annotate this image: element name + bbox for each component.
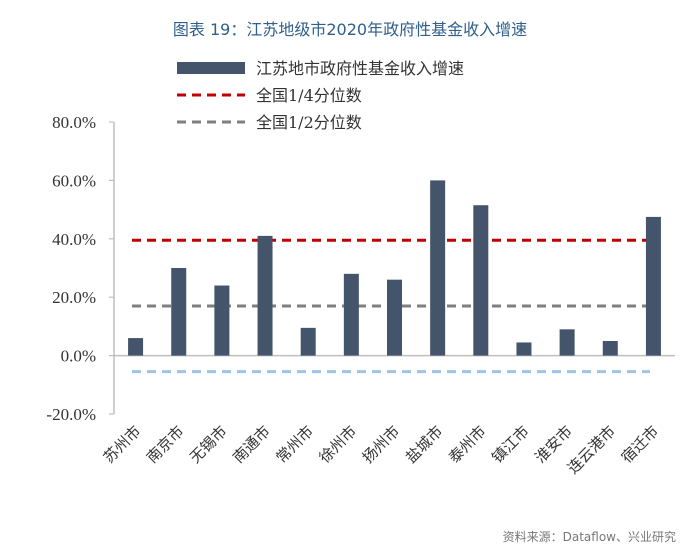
bar: [300, 327, 316, 356]
y-tick-label: 20.0%: [52, 288, 96, 307]
bar: [128, 338, 144, 356]
chart-title: 图表 19：江苏地级市2020年政府性基金收入增速: [172, 20, 528, 39]
bar: [430, 180, 446, 356]
bar: [473, 205, 489, 356]
y-tick-label: -20.0%: [46, 405, 96, 424]
category-label: 宿迁市: [618, 422, 663, 467]
y-tick-label: 0.0%: [61, 347, 96, 366]
y-tick-label: 40.0%: [52, 230, 96, 249]
category-label: 苏州市: [100, 422, 145, 467]
bar: [602, 341, 618, 356]
legend-label: 全国1/4分位数: [256, 86, 362, 105]
legend-label: 江苏地市政府性基金收入增速: [256, 59, 464, 78]
category-label: 徐州市: [316, 422, 361, 467]
category-label: 镇江市: [488, 422, 533, 467]
category-label: 无锡市: [186, 422, 231, 467]
source-note: 资料来源：Dataflow、兴业研究: [502, 530, 676, 544]
axes: -20.0% 0.0% 20.0% 40.0% 60.0% 80.0%: [46, 113, 675, 424]
legend-swatch-bar: [177, 62, 245, 74]
bar: [387, 279, 402, 356]
category-label: 盐城市: [402, 422, 447, 467]
bar: [559, 329, 575, 356]
bar: [171, 268, 187, 356]
category-label: 南通市: [229, 422, 274, 467]
bar: [645, 216, 661, 356]
legend-label: 全国1/2分位数: [256, 113, 362, 132]
category-label: 泰州市: [445, 422, 490, 467]
bar: [343, 273, 359, 356]
y-tick-label: 80.0%: [52, 113, 96, 132]
bar: [257, 235, 273, 356]
category-label: 连云港市: [564, 422, 619, 477]
category-label: 常州市: [272, 422, 317, 467]
category-label: 南京市: [143, 422, 188, 467]
bar: [516, 342, 532, 356]
bars: [128, 180, 661, 356]
y-tick-label: 60.0%: [52, 171, 96, 190]
category-label: 扬州市: [359, 422, 404, 467]
bar: [214, 285, 230, 356]
